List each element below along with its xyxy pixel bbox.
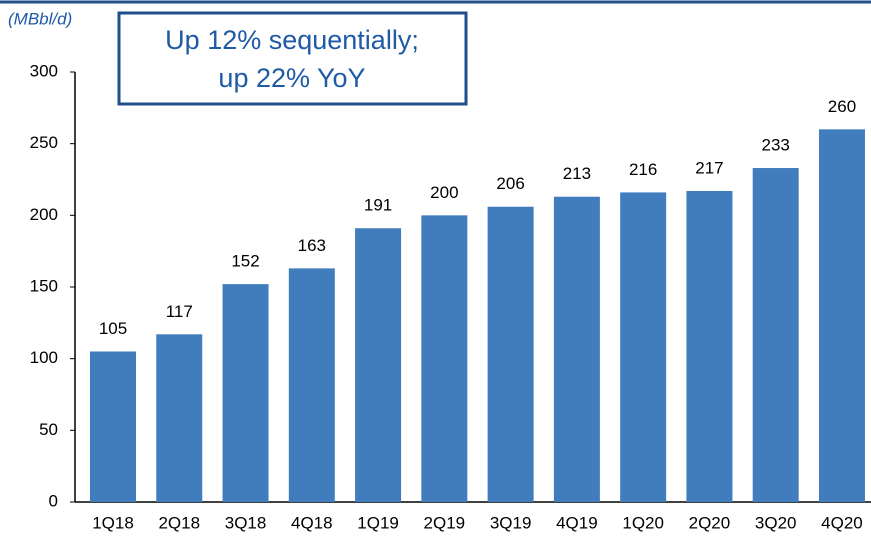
bar: [686, 190, 733, 502]
bar: [752, 168, 799, 503]
y-tick-label: 100: [30, 348, 58, 367]
x-tick-label: 1Q19: [357, 513, 399, 532]
bar: [421, 215, 468, 503]
y-tick-label: 50: [39, 420, 58, 439]
data-label: 217: [695, 158, 723, 177]
x-tick-label: 3Q19: [490, 513, 532, 532]
annotation-line: Up 12% sequentially;: [165, 25, 419, 55]
data-label: 163: [298, 236, 326, 255]
data-label: 152: [231, 252, 259, 271]
annotation-line: up 22% YoY: [218, 63, 365, 93]
bar: [818, 129, 865, 503]
x-tick-label: 4Q18: [291, 513, 333, 532]
data-label: 206: [496, 174, 524, 193]
bar: [553, 196, 600, 502]
x-tick-label: 3Q20: [755, 513, 797, 532]
data-label: 216: [629, 160, 657, 179]
data-label: 233: [762, 136, 790, 155]
bar: [222, 284, 269, 502]
data-label: 105: [99, 319, 127, 338]
data-label: 191: [364, 196, 392, 215]
bar: [288, 268, 335, 502]
data-label: 117: [166, 302, 193, 321]
y-tick-label: 300: [30, 61, 58, 80]
data-label: 200: [430, 183, 458, 202]
bar: [156, 334, 203, 502]
x-tick-label: 4Q20: [821, 513, 863, 532]
x-tick-label: 4Q19: [556, 513, 598, 532]
y-tick-label: 250: [30, 133, 58, 152]
bar: [620, 192, 667, 502]
x-tick-label: 1Q18: [92, 513, 134, 532]
y-tick-label: 0: [49, 491, 58, 510]
data-label: 213: [563, 164, 591, 183]
bar: [355, 228, 402, 502]
x-tick-label: 2Q18: [158, 513, 200, 532]
y-axis-label: (MBbl/d): [8, 9, 72, 28]
x-tick-label: 3Q18: [225, 513, 267, 532]
x-tick-label: 2Q19: [424, 513, 466, 532]
annotation-box: [117, 11, 468, 106]
bar: [487, 206, 534, 502]
bar: [90, 351, 136, 502]
x-tick-label: 2Q20: [689, 513, 731, 532]
x-tick-label: 1Q20: [622, 513, 664, 532]
y-tick-label: 150: [30, 276, 58, 295]
y-tick-label: 200: [30, 205, 58, 224]
data-label: 260: [828, 97, 856, 116]
